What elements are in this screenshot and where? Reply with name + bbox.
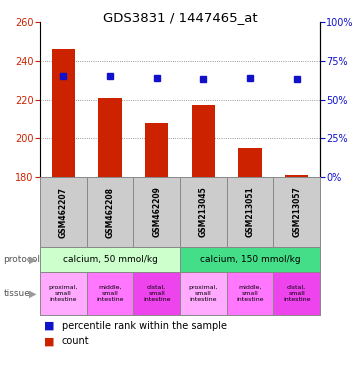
Bar	[98, 98, 122, 177]
Text: calcium, 150 mmol/kg: calcium, 150 mmol/kg	[200, 255, 300, 264]
Bar	[180, 177, 227, 247]
Text: GDS3831 / 1447465_at: GDS3831 / 1447465_at	[103, 11, 258, 24]
Bar	[273, 177, 320, 247]
Text: ■: ■	[44, 336, 54, 346]
Text: ■: ■	[44, 321, 54, 331]
Bar	[133, 272, 180, 315]
Bar	[40, 272, 87, 315]
Bar	[238, 148, 262, 177]
Text: GSM462207: GSM462207	[59, 187, 68, 237]
Bar	[40, 177, 87, 247]
Text: GSM462208: GSM462208	[105, 187, 114, 237]
Text: distal,
small
intestine: distal, small intestine	[283, 285, 310, 302]
Text: middle,
small
intestine: middle, small intestine	[236, 285, 264, 302]
Bar	[133, 177, 180, 247]
Bar	[285, 175, 308, 177]
Bar	[87, 272, 133, 315]
Text: proximal,
small
intestine: proximal, small intestine	[189, 285, 218, 302]
Text: middle,
small
intestine: middle, small intestine	[96, 285, 124, 302]
Bar	[192, 105, 215, 177]
Text: tissue: tissue	[4, 289, 30, 298]
Text: ▶: ▶	[29, 288, 36, 298]
Text: percentile rank within the sample: percentile rank within the sample	[62, 321, 227, 331]
Bar	[273, 272, 320, 315]
Bar	[180, 272, 227, 315]
Text: GSM462209: GSM462209	[152, 187, 161, 237]
Bar	[180, 247, 320, 272]
Text: GSM213051: GSM213051	[245, 187, 255, 237]
Bar	[87, 177, 133, 247]
Text: calcium, 50 mmol/kg: calcium, 50 mmol/kg	[62, 255, 157, 264]
Bar	[227, 272, 273, 315]
Text: proximal,
small
intestine: proximal, small intestine	[49, 285, 78, 302]
Text: distal,
small
intestine: distal, small intestine	[143, 285, 170, 302]
Text: ▶: ▶	[29, 255, 36, 265]
Text: count: count	[62, 336, 89, 346]
Bar	[52, 49, 75, 177]
Text: protocol: protocol	[4, 255, 40, 264]
Bar	[40, 247, 180, 272]
Text: GSM213057: GSM213057	[292, 187, 301, 237]
Bar	[145, 123, 168, 177]
Text: GSM213045: GSM213045	[199, 187, 208, 237]
Bar	[227, 177, 273, 247]
